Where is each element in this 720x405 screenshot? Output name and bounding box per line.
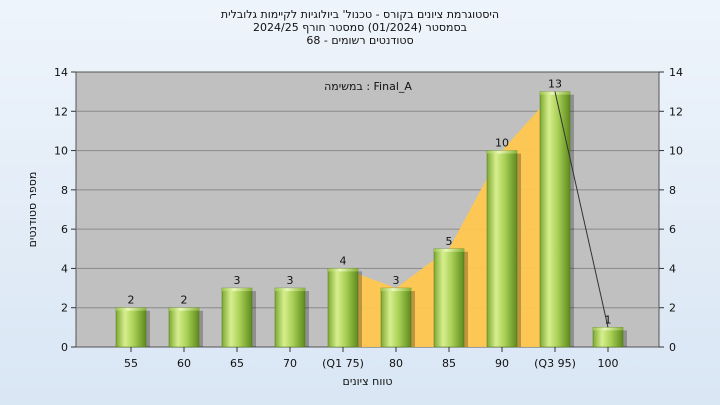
bar-cap [222,288,252,292]
bar [221,287,253,348]
y-tick-label-left: 14 [54,66,68,79]
x-tick-label: 100 [598,357,619,370]
y-axis-label: מספר סטודנטים [26,172,39,248]
bars-group [115,91,627,348]
y-tick-label-left: 0 [61,341,68,354]
bar-cap [169,307,199,311]
y-tick-label-left: 6 [61,223,68,236]
bar [486,150,518,348]
x-tick-label: 90 [495,357,509,370]
data-label: 2 [181,294,188,307]
y-tick-label-right: 0 [669,341,676,354]
data-label: 3 [287,274,294,287]
y-tick-label-left: 2 [61,302,68,315]
bar-cap [116,307,146,311]
chart-subtitle-semester: בסמסטר (01/2024) סמסטר חורף 2024/25 [253,21,467,34]
x-tick-label: 70 [283,357,297,370]
data-label: 10 [495,137,509,150]
y-tick-label-right: 12 [669,105,683,118]
task-annotation: במשימה : Final_A [324,80,412,93]
y-tick-label-left: 12 [54,105,68,118]
data-labels-group: 2 2 3 3 4 3 5 10 13 1 [128,78,612,327]
x-tick-label: 65 [230,357,244,370]
y-tick-label-left: 10 [54,145,68,158]
bar [115,307,147,348]
bar [327,268,359,348]
data-label: 1 [605,313,612,326]
x-tick-label: 60 [177,357,191,370]
bar-cap [275,288,305,292]
bar-cap [328,268,358,272]
bar [539,91,571,348]
bar [380,287,412,348]
tail-line [554,91,609,328]
bar-cap [487,150,517,154]
data-label: 4 [340,254,347,267]
data-label: 5 [446,235,453,248]
y-tick-label-left: 4 [61,262,68,275]
bar-cap [434,248,464,252]
x-tick-label: 55 [124,357,138,370]
y-tick-label-right: 6 [669,223,676,236]
chart-title: היסטוגרמת ציונים בקורס - טכנול' ביולוגיו… [220,8,500,21]
title-block: היסטוגרמת ציונים בקורס - טכנול' ביולוגיו… [0,8,720,47]
bar [274,287,306,348]
y-tick-label-right: 14 [669,66,683,79]
data-label: 2 [128,294,135,307]
data-label: 3 [393,274,400,287]
y-tick-label-right: 8 [669,184,676,197]
y-tick-label-left: 8 [61,184,68,197]
chart-subtitle-students: סטודנטים רשומים - 68 [306,34,414,47]
x-axis-label: טווח ציונים [343,375,393,388]
y-tick-label-right: 4 [669,262,676,275]
bar [168,307,200,348]
x-tick-label: (Q3 95) [534,357,576,370]
x-tick-label: (Q1 75) [322,357,364,370]
x-tick-label: 85 [442,357,456,370]
x-tick-label: 80 [389,357,403,370]
y-tick-label-right: 10 [669,145,683,158]
bar [433,248,465,348]
y-tick-label-right: 2 [669,302,676,315]
data-label: 13 [548,78,562,91]
data-label: 3 [234,274,241,287]
bar-cap [593,327,623,331]
bar-cap [381,288,411,292]
